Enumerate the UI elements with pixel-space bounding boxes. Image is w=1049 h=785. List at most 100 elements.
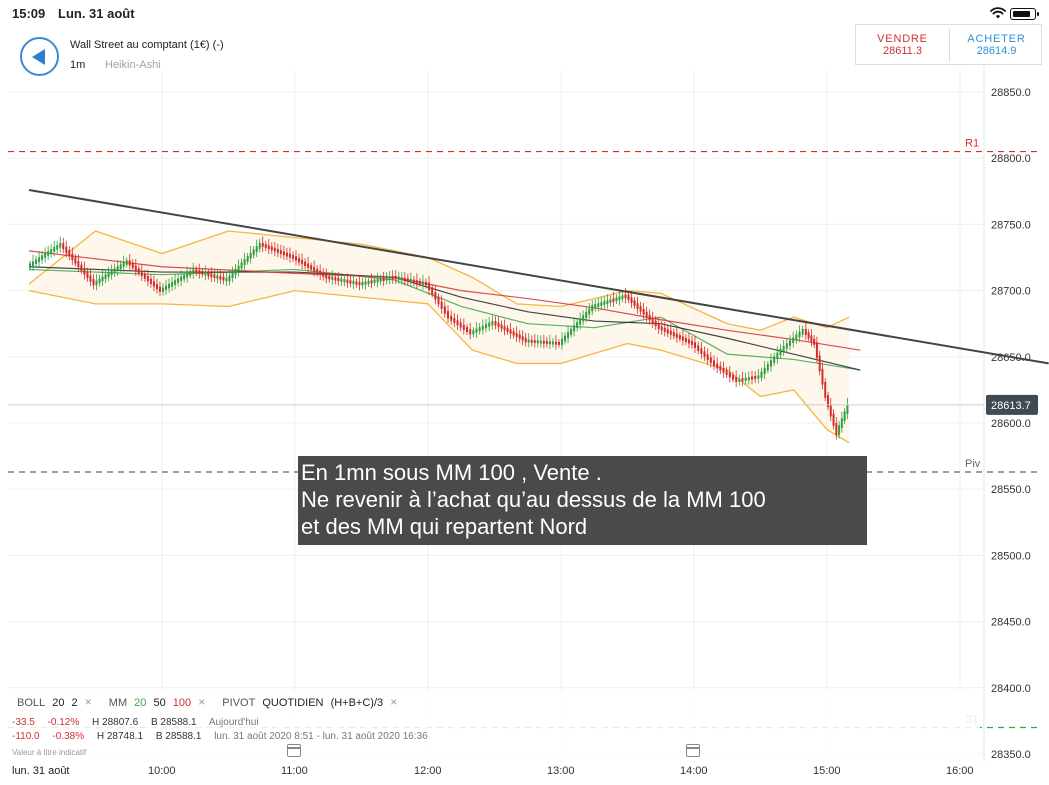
candle-body xyxy=(382,277,385,282)
sell-button[interactable]: VENDRE 28611.3 xyxy=(856,33,949,57)
candle-body xyxy=(838,425,841,435)
candle-body xyxy=(703,351,706,357)
candle-body xyxy=(570,328,573,335)
candle-body xyxy=(551,341,554,345)
candle-body xyxy=(397,276,400,280)
candle-body xyxy=(364,281,367,285)
buy-button[interactable]: ACHETER 28614.9 xyxy=(950,33,1043,57)
candle-body xyxy=(431,287,434,295)
candle-body xyxy=(462,324,465,330)
candle-body xyxy=(536,340,539,344)
candle-body xyxy=(243,259,246,266)
candle-body xyxy=(77,260,80,268)
ma-20: 20 xyxy=(134,697,147,709)
timeframe-selector[interactable]: 1m xyxy=(70,59,86,71)
trade-panel: VENDRE 28611.3 ACHETER 28614.9 xyxy=(855,24,1042,65)
boll-dev: 2 xyxy=(71,697,78,709)
candle-body xyxy=(237,265,240,272)
candle-body xyxy=(370,280,373,284)
candle-body xyxy=(273,247,276,252)
candle-body xyxy=(545,341,548,344)
candle-body xyxy=(107,272,110,278)
y-tick-label: 28800.0 xyxy=(991,153,1031,165)
candle-body xyxy=(50,249,53,254)
candle-body xyxy=(162,287,164,292)
candle-body xyxy=(713,360,715,367)
candle-body xyxy=(579,318,582,325)
candle-body xyxy=(561,338,563,345)
candle-body xyxy=(222,276,225,281)
candle-body xyxy=(207,272,210,277)
candle-body xyxy=(379,278,382,282)
candle-body xyxy=(725,370,728,376)
pivot-label[interactable]: PIVOT xyxy=(222,697,256,709)
candle-body xyxy=(346,279,349,283)
indicator-list: BOLL 20 2 × MM 20 50 100 × PIVOT QUOTIDI… xyxy=(17,695,411,709)
candle-body xyxy=(83,268,86,275)
candle-body xyxy=(690,340,693,345)
close-icon[interactable]: × xyxy=(198,695,206,709)
high-value: H 28807.6 xyxy=(92,717,139,728)
candle-body xyxy=(606,300,609,304)
candle-body xyxy=(415,280,418,284)
candle-body xyxy=(68,250,71,257)
candle-body xyxy=(835,423,838,435)
candle-body xyxy=(684,337,687,342)
sell-price: 28611.3 xyxy=(883,45,922,57)
candle-body xyxy=(95,280,98,286)
candle-body xyxy=(343,279,346,283)
change-percent: -0.38% xyxy=(52,731,85,742)
candle-body xyxy=(633,300,636,306)
candle-body xyxy=(261,242,264,247)
back-button[interactable] xyxy=(20,37,59,76)
current-price-label: 28613.7 xyxy=(991,400,1031,412)
candle-body xyxy=(192,269,195,274)
candle-body xyxy=(770,360,772,367)
annotation-line: Ne revenir à l’achat qu’au dessus de la … xyxy=(301,487,766,512)
chart-type-selector[interactable]: Heikin-Ashi xyxy=(105,59,161,71)
close-icon[interactable]: × xyxy=(390,695,398,709)
candle-body xyxy=(672,332,675,337)
candle-body xyxy=(165,285,168,291)
calendar-icon[interactable] xyxy=(287,744,301,757)
bollinger-fill xyxy=(29,231,850,443)
candle-body xyxy=(456,320,459,326)
candle-body xyxy=(573,325,576,332)
candle-body xyxy=(252,249,255,256)
candle-body xyxy=(267,245,270,250)
candle-body xyxy=(829,404,832,417)
candle-body xyxy=(459,322,462,328)
current-price-tag xyxy=(986,394,1038,415)
candle-body xyxy=(391,276,394,280)
candle-body xyxy=(515,332,518,338)
candle-body xyxy=(403,277,406,282)
candle-body xyxy=(450,315,453,321)
candle-body xyxy=(585,311,588,318)
candle-body xyxy=(591,305,594,312)
candle-body xyxy=(763,367,766,375)
candle-body xyxy=(394,276,397,280)
boll-label[interactable]: BOLL xyxy=(17,697,46,709)
candle-body xyxy=(813,338,816,345)
candle-body xyxy=(843,411,846,422)
x-tick-label: 16:00 xyxy=(946,765,974,777)
calendar-icon[interactable] xyxy=(686,744,700,757)
candle-body xyxy=(792,337,795,343)
candle-body xyxy=(180,276,183,282)
candle-body xyxy=(747,377,750,381)
candle-body xyxy=(44,253,47,258)
candle-body xyxy=(824,381,827,398)
candle-body xyxy=(295,256,297,261)
candle-body xyxy=(612,298,615,303)
status-date: Lun. 31 août xyxy=(58,6,135,21)
ma-line-100 xyxy=(28,250,861,351)
candle-body xyxy=(509,329,512,334)
close-icon[interactable]: × xyxy=(84,695,92,709)
candle-body xyxy=(789,340,791,346)
ma-label[interactable]: MM xyxy=(108,697,128,709)
change-value: -110.0 xyxy=(12,731,40,742)
candle-body xyxy=(216,275,219,279)
candle-body xyxy=(542,340,545,344)
ma-100: 100 xyxy=(172,697,192,709)
